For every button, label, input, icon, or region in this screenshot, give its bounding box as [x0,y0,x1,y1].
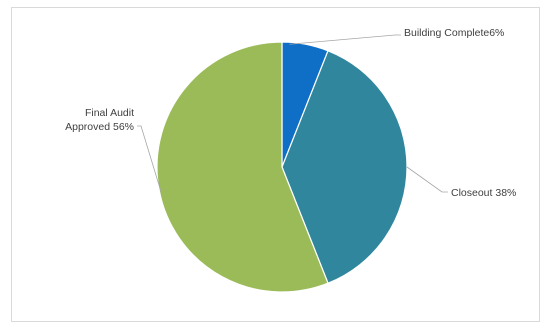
data-label: Final Audit [85,107,134,119]
data-label: Approved 56% [65,121,134,133]
data-label: Closeout 38% [451,187,516,199]
pie-slice-final-audit-approved [156,41,329,293]
pie-slice-closeout [281,49,408,285]
leader-line [406,166,448,193]
leader-line [137,125,162,193]
leader-line [289,34,401,45]
data-label: Building Complete6% [404,27,504,39]
